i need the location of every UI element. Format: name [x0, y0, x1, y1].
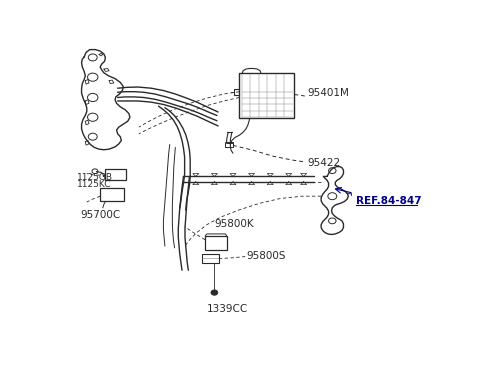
- Text: 1125KC: 1125KC: [77, 180, 111, 189]
- Bar: [240, 74, 294, 118]
- Text: 1339CC: 1339CC: [207, 304, 248, 314]
- Text: 95700C: 95700C: [81, 210, 120, 220]
- Text: 1125GB: 1125GB: [77, 173, 113, 182]
- Bar: [100, 188, 124, 201]
- Bar: [205, 236, 227, 250]
- Text: REF.84-847: REF.84-847: [356, 196, 421, 205]
- Text: 95800S: 95800S: [246, 251, 286, 261]
- Bar: [225, 142, 233, 147]
- Text: 95800K: 95800K: [215, 219, 254, 229]
- Text: 95422: 95422: [307, 158, 340, 168]
- Circle shape: [211, 290, 218, 295]
- Bar: [202, 254, 219, 263]
- Text: 95401M: 95401M: [307, 88, 349, 98]
- Bar: [106, 169, 126, 180]
